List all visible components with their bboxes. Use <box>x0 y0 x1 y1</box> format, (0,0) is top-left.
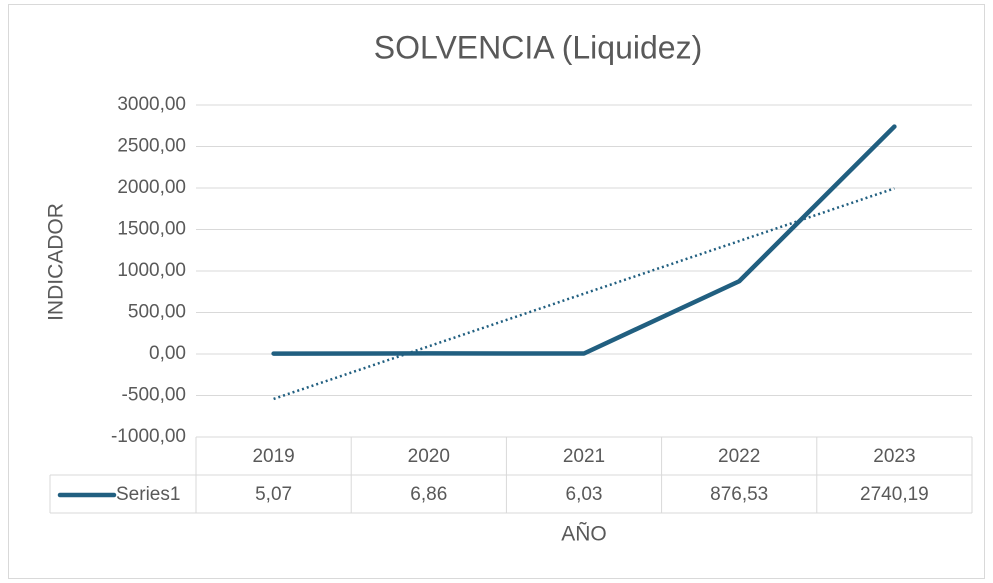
legend-label: Series1 <box>116 484 180 505</box>
trendline <box>273 187 895 401</box>
y-tick-label: 500,00 <box>128 302 186 323</box>
x-tick-label: 2019 <box>252 446 294 467</box>
y-tick-label: 1000,00 <box>117 260 186 281</box>
y-tick-label: 2000,00 <box>117 177 186 198</box>
y-tick-label: -1000,00 <box>111 426 186 447</box>
data-label: 2740,19 <box>860 484 929 505</box>
y-tick-label: 3000,00 <box>117 94 186 115</box>
y-tick-label: 0,00 <box>149 343 186 364</box>
y-axis-label: INDICADOR <box>45 203 68 321</box>
data-label: 6,03 <box>566 484 603 505</box>
chart-border <box>8 4 985 579</box>
y-tick-label: -500,00 <box>122 385 186 406</box>
x-tick-label: 2020 <box>408 446 450 467</box>
x-tick-label: 2021 <box>563 446 605 467</box>
data-label: 5,07 <box>255 484 292 505</box>
x-tick-label: 2022 <box>718 446 760 467</box>
y-tick-label: 2500,00 <box>117 136 186 157</box>
data-label: 6,86 <box>410 484 447 505</box>
series-line <box>271 124 897 356</box>
y-tick-label: 1500,00 <box>117 219 186 240</box>
x-axis-label: AÑO <box>561 522 607 546</box>
data-label: 876,53 <box>710 484 768 505</box>
chart-title: SOLVENCIA (Liquidez) <box>374 29 702 65</box>
x-tick-label: 2023 <box>873 446 915 467</box>
